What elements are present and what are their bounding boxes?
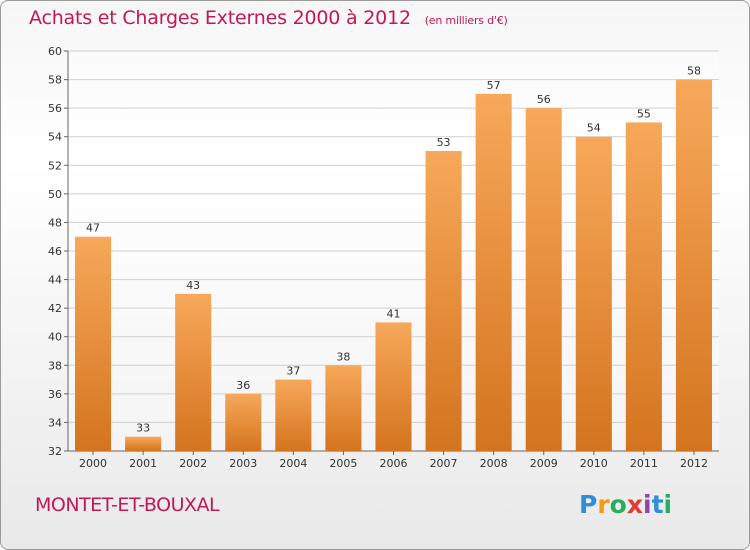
logo-letter: r [597,490,610,519]
x-tick-label: 2009 [530,457,558,470]
bar [75,236,112,451]
bar [275,379,312,451]
y-tick-label: 50 [48,188,62,201]
y-tick-label: 48 [48,216,62,229]
x-tick-label: 2000 [79,457,107,470]
x-tick-label: 2011 [630,457,658,470]
data-label: 53 [437,136,451,149]
data-label: 58 [687,65,701,78]
x-tick-label: 2005 [329,457,357,470]
logo-letter: P [579,490,598,519]
y-tick-label: 54 [48,131,62,144]
bar [175,293,212,451]
x-tick-label: 2003 [229,457,257,470]
logo-letter: i [643,490,652,519]
bar [375,322,412,451]
x-tick-label: 2004 [279,457,307,470]
data-label: 47 [86,222,100,235]
bar [125,436,162,451]
data-label: 56 [537,93,551,106]
data-label: 37 [286,365,300,378]
y-tick-label: 58 [48,74,62,87]
x-tick-label: 2012 [680,457,708,470]
y-tick-label: 34 [48,416,62,429]
bar [625,122,662,451]
bar [425,151,462,451]
bar [575,136,612,451]
commune-name: MONTET-ET-BOUXAL [35,494,220,516]
data-label: 54 [587,122,601,135]
proxiti-logo: Proxiti [579,490,672,519]
data-label: 43 [186,279,200,292]
title-text: Achats et Charges Externes 2000 à 2012 [29,7,411,29]
data-label: 33 [136,422,150,435]
data-label: 36 [236,379,250,392]
logo-letter: t [651,490,664,519]
x-tick-label: 2002 [179,457,207,470]
x-tick-label: 2007 [430,457,458,470]
chart-title: Achats et Charges Externes 2000 à 2012 (… [29,7,508,29]
data-label: 41 [387,307,401,320]
data-label: 55 [637,107,651,120]
bar [525,108,562,452]
x-tick-label: 2008 [480,457,508,470]
bar [675,79,712,452]
x-tick-label: 2010 [580,457,608,470]
chart-subtitle: (en milliers d'€) [424,14,508,27]
logo-letter: x [626,490,643,519]
y-tick-label: 38 [48,359,62,372]
y-tick-label: 44 [48,274,62,287]
bar [325,365,362,451]
y-tick-label: 40 [48,331,62,344]
logo-letter: o [609,490,627,519]
y-tick-label: 36 [48,388,62,401]
y-tick-label: 32 [48,445,62,458]
logo-letter: i [663,490,673,519]
y-tick-label: 52 [48,159,62,172]
y-tick-label: 60 [48,45,62,58]
y-tick-label: 46 [48,245,62,258]
bar [475,93,512,451]
bar [225,393,262,451]
y-tick-label: 56 [48,102,62,115]
x-tick-label: 2001 [129,457,157,470]
y-tick-label: 42 [48,302,62,315]
data-label: 57 [487,79,501,92]
x-tick-label: 2006 [380,457,408,470]
data-label: 38 [336,350,350,363]
